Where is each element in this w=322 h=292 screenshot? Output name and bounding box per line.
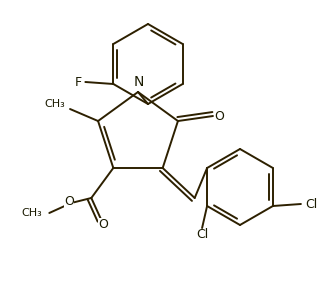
Text: O: O — [214, 110, 224, 123]
Text: F: F — [75, 76, 82, 88]
Text: CH₃: CH₃ — [22, 208, 42, 218]
Text: CH₃: CH₃ — [44, 99, 65, 109]
Text: Cl: Cl — [196, 229, 208, 241]
Text: Cl: Cl — [305, 197, 317, 211]
Text: N: N — [134, 75, 144, 89]
Text: O: O — [99, 218, 108, 232]
Text: O: O — [64, 195, 74, 208]
